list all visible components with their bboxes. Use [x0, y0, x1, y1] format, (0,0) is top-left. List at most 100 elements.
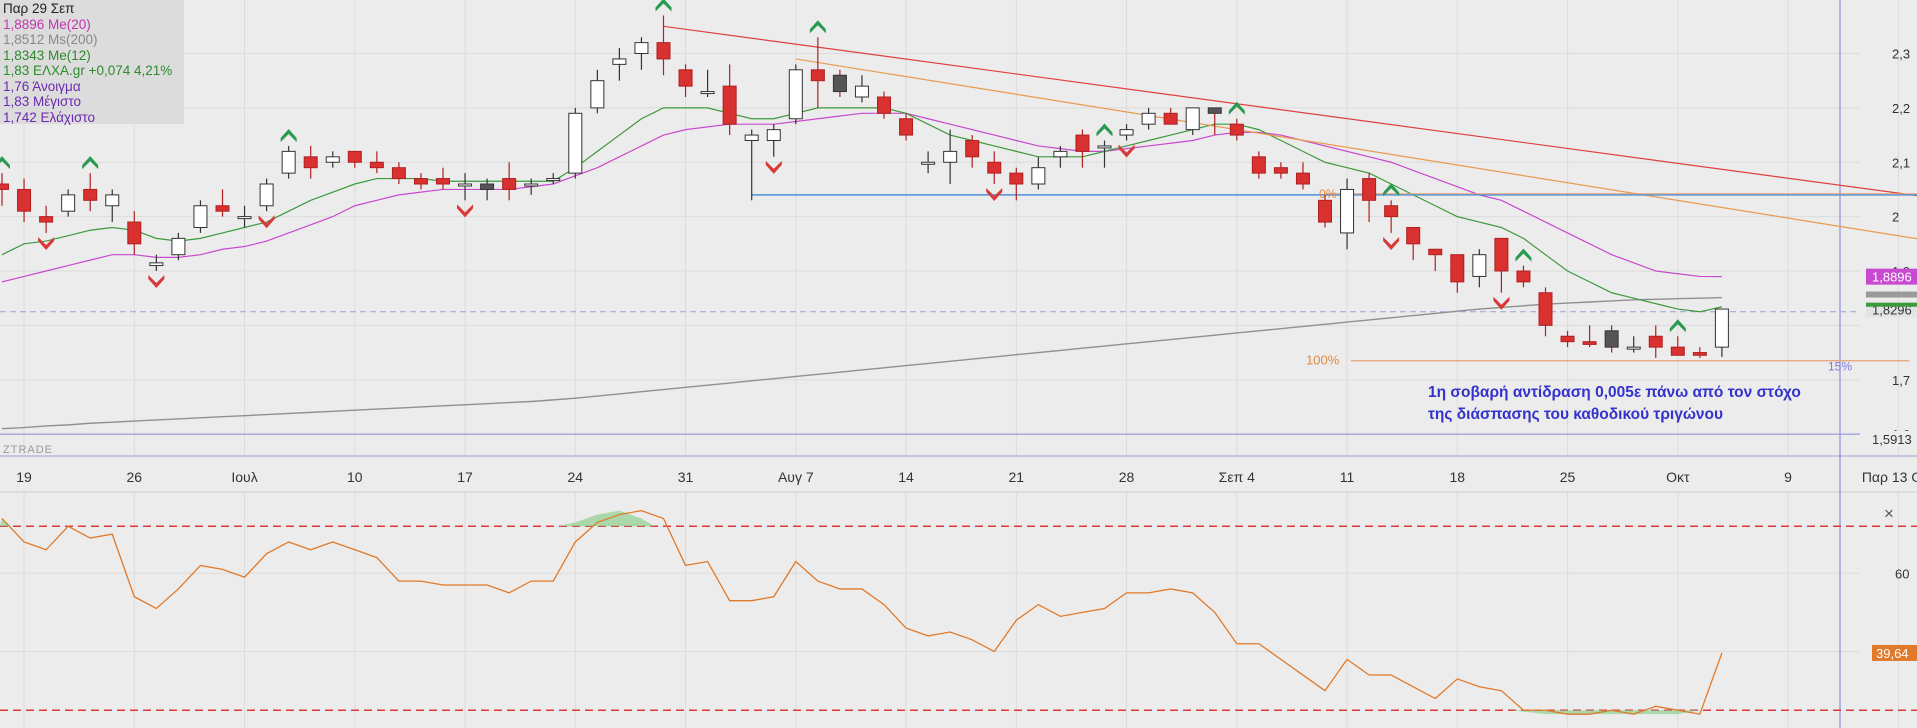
bull-signal-icon [280, 128, 297, 142]
candle [480, 183, 495, 190]
candle [568, 112, 583, 174]
bear-signal-icon [1493, 296, 1510, 310]
close-indicator-icon[interactable]: × [1884, 504, 1894, 523]
candle [1318, 199, 1332, 223]
price-tag-ma200 [1866, 291, 1917, 298]
y-tick-label: 2,1 [1892, 155, 1910, 170]
y-tick-label: 1,7 [1892, 373, 1910, 388]
candle [899, 118, 914, 136]
candle [1251, 156, 1266, 174]
candle [1450, 254, 1465, 283]
watermark: ZTRADE [3, 444, 53, 456]
x-tick-label: 11 [1340, 469, 1355, 485]
candle [524, 183, 539, 187]
candle [1384, 205, 1399, 218]
info-legend: Παρ 29 Σεπ 1,8896 Me(20) 1,8512 Ms(200) 1,… [0, 0, 184, 125]
x-tick-label: Παρ 13 Οκτ [1862, 469, 1917, 485]
indicator-y-tick-label: 60 [1895, 566, 1909, 581]
legend-line: 1,8512 Ms(200) [3, 32, 98, 47]
y-tick-label: 2,3 [1892, 47, 1910, 62]
candle [303, 156, 318, 169]
candle [325, 156, 340, 163]
candle [1516, 270, 1531, 283]
bear-signal-icon [765, 160, 782, 174]
candle [369, 161, 384, 169]
candle [105, 194, 120, 207]
candle [1648, 335, 1663, 348]
legend-line: 1,8896 Me(20) [3, 16, 91, 32]
y-tick-label: 2 [1892, 210, 1899, 225]
x-axis-band [0, 456, 1917, 492]
candle [1185, 107, 1200, 131]
x-tick-label: 10 [347, 469, 363, 485]
x-tick-label: 25 [1560, 469, 1576, 485]
candle [612, 58, 627, 65]
bear-signal-icon [258, 215, 275, 229]
x-tick-label: 28 [1119, 469, 1135, 485]
candle [149, 262, 164, 267]
candle [215, 205, 230, 212]
candle [1141, 112, 1156, 125]
candle [722, 85, 737, 125]
annotation-text: 1η σοβαρή αντίδραση 0,005ε πάνω από τον … [1428, 382, 1801, 426]
candle [744, 134, 759, 141]
price-tag [1866, 430, 1917, 447]
indicator-value-tag [1872, 644, 1917, 661]
indicator-line [1, 509, 1723, 715]
candle [458, 183, 473, 187]
candle [502, 178, 517, 190]
fib-0-label: 0% [1319, 187, 1337, 201]
candle [1340, 188, 1355, 234]
x-tick-label: Σεπ 4 [1219, 469, 1255, 485]
bull-signal-icon [0, 156, 10, 170]
candle [678, 69, 693, 87]
candle [1031, 167, 1046, 185]
candle [1670, 346, 1685, 356]
candle [1626, 346, 1641, 350]
bull-signal-icon [1228, 101, 1245, 115]
candle [700, 91, 715, 95]
x-tick-label: Αυγ 7 [778, 469, 814, 485]
legend-date: Παρ 29 Σεπ [3, 1, 75, 16]
candle [1692, 352, 1707, 356]
candle [1362, 178, 1377, 201]
candle [1009, 172, 1024, 185]
candle [788, 69, 803, 120]
indicator-value-label: 39,64 [1876, 646, 1909, 661]
candle [1273, 167, 1288, 174]
candle [0, 183, 9, 190]
bull-signal-icon [809, 20, 826, 34]
candle [877, 96, 891, 114]
candle [546, 178, 561, 182]
legend-line: 1,8343 Me(12) [3, 47, 91, 63]
legend-line: 1,76 Άνοιγμα [3, 78, 81, 94]
candle [1494, 237, 1509, 272]
x-tick-label: 9 [1784, 469, 1792, 485]
x-tick-label: 14 [898, 469, 914, 485]
bull-signal-icon [1669, 319, 1686, 333]
y-tick-label: 2,2 [1892, 101, 1910, 116]
annotation-line-2: της διάσπασης του καθοδικού τριγώνου [1428, 406, 1724, 423]
x-tick-label: Ιουλ [231, 469, 257, 485]
bear-signal-icon [1383, 236, 1400, 250]
legend-line: 1,83 ΕΛΧΑ.gr +0,074 4,21% [3, 63, 173, 78]
candle [1207, 107, 1222, 114]
oversold-fill [1510, 710, 1700, 715]
candle [921, 161, 936, 165]
candle [1560, 335, 1575, 343]
annotation-line-1: 1η σοβαρή αντίδραση 0,005ε πάνω από τον … [1428, 384, 1801, 401]
candle [766, 129, 781, 141]
price-tag-label: 1,8896 [1872, 270, 1912, 285]
candle [1714, 308, 1729, 348]
trend-line-red [663, 25, 1917, 197]
candle [854, 85, 869, 98]
price-tag [1866, 268, 1917, 285]
x-tick-label: 18 [1450, 469, 1466, 485]
candle [1406, 227, 1421, 245]
candle [810, 69, 825, 82]
ma20-line [1, 112, 1722, 283]
bull-signal-icon [1515, 248, 1532, 262]
x-tick-label: 17 [457, 469, 473, 485]
bear-signal-icon [986, 188, 1003, 201]
